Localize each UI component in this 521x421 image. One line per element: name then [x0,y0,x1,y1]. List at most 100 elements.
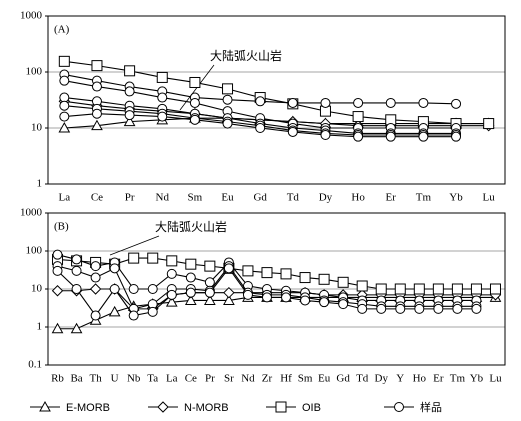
data-point [123,115,136,127]
legend-label: N-MORB [184,402,229,414]
data-point [52,265,63,276]
data-point [51,322,64,334]
data-point [418,97,429,108]
data-point [395,303,406,314]
data-point [300,295,311,306]
data-point [58,121,71,133]
x-tick-label: Th [89,373,102,385]
y-tick-label: 1000 [20,207,43,219]
x-tick-label: Sm [188,192,203,204]
data-point [352,111,364,123]
data-point [451,283,463,295]
x-tick-label: Ce [91,192,103,204]
data-point [156,71,168,83]
data-point [338,299,349,310]
data-point [413,283,425,295]
data-point [357,303,368,314]
data-point [483,118,495,130]
data-point [109,284,120,294]
data-point [204,287,215,298]
data-point [147,284,158,294]
data-point [222,94,233,105]
data-point [147,252,159,264]
y-tick-label: 1 [37,178,43,190]
x-tick-label: Rb [51,373,64,385]
data-point [353,131,364,142]
data-point [261,267,273,279]
data-point [124,65,136,77]
data-point [157,92,168,103]
data-point [287,126,298,137]
legend-marker [157,401,169,413]
data-point [185,258,197,270]
y-tick-label: 1 [37,321,43,333]
x-tick-label: Nd [241,373,255,385]
data-point [242,265,254,277]
data-point [261,292,272,303]
series-line [57,296,496,330]
x-tick-label: Gd [253,192,267,204]
data-point [385,97,396,108]
legend-label: OIB [302,402,321,414]
plot-frame [47,212,506,366]
data-point [91,119,103,131]
data-point [59,100,70,111]
data-point [394,283,406,295]
x-tick-label: Yb [449,192,463,204]
y-tick-label: 100 [26,66,43,78]
data-point [255,96,266,107]
x-tick-label: Nb [127,373,141,385]
y-tick-label: 100 [26,245,43,257]
x-tick-label: La [166,373,178,385]
data-point [59,111,70,122]
x-tick-label: Er [433,373,444,385]
x-tick-label: Tm [450,373,466,385]
data-point [71,254,82,265]
x-tick-label: Dy [375,373,389,385]
x-tick-label: Ho [413,373,427,385]
x-tick-label: Lu [483,192,496,204]
data-point [90,261,101,272]
legend-label: 样品 [420,400,442,414]
data-point [128,252,140,264]
annotation-leader [109,235,160,256]
data-point [147,306,158,317]
legend-marker [394,402,404,412]
y-tick-label: 10 [31,122,43,134]
data-point [223,294,235,305]
data-point [318,273,330,285]
data-point [223,263,234,274]
x-tick-label: Y [396,373,404,385]
data-point [128,310,139,321]
data-point [185,272,196,283]
data-point [166,268,177,279]
x-tick-label: Eu [221,192,234,204]
data-point [124,86,135,97]
data-point [451,98,462,109]
data-point [185,287,196,298]
data-point [189,114,200,125]
data-point [287,97,298,108]
x-tick-label: Ho [351,192,365,204]
data-point [418,131,429,142]
data-point [189,97,200,108]
x-tick-label: Tm [416,192,432,204]
data-point [414,303,425,314]
legend-marker [275,401,287,413]
x-tick-label: La [59,192,71,204]
data-point [128,284,139,294]
legend-label: E-MORB [66,402,110,414]
data-point [337,276,349,288]
data-point [91,60,103,72]
data-point [489,283,501,295]
data-point [89,283,102,295]
data-point [204,294,216,305]
data-point [90,310,101,321]
annotation: 大陆弧火山岩 [155,219,227,234]
annotation: 大陆弧火山岩 [210,48,282,63]
data-point [353,97,364,108]
data-point [385,131,396,142]
data-point [222,83,234,95]
plot-frame [47,15,506,185]
